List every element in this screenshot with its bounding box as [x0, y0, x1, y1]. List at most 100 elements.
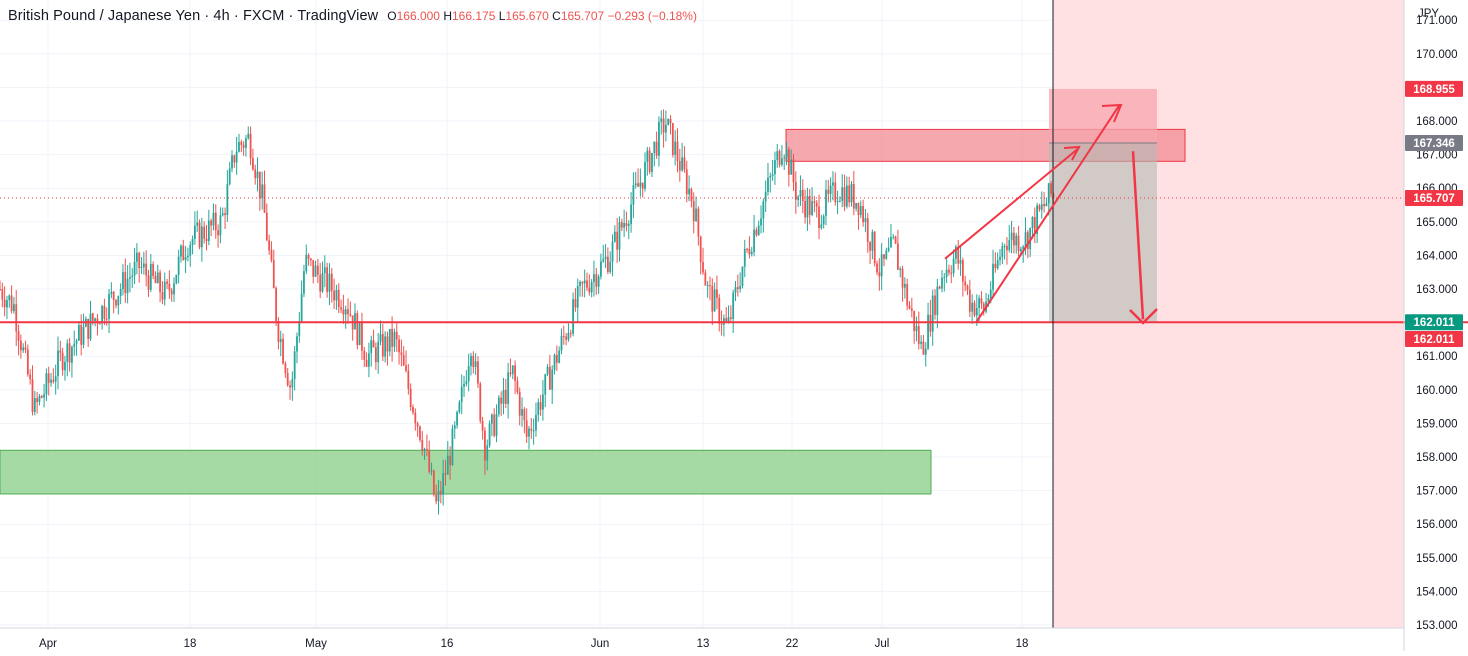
- candle-body: [999, 256, 1001, 260]
- candle-body: [456, 411, 458, 426]
- candle-body: [1008, 240, 1011, 251]
- target-arrow-shaft: [1131, 151, 1145, 320]
- candle-body: [778, 151, 781, 165]
- candle-body: [641, 182, 644, 189]
- price-badge-label: 167.346: [1413, 138, 1455, 150]
- candle-body: [54, 376, 57, 382]
- candle-body: [180, 245, 182, 257]
- candle-body: [664, 124, 667, 133]
- candle-body: [678, 161, 681, 171]
- candle-body: [667, 118, 670, 125]
- candle-body: [154, 275, 157, 284]
- candle-body: [794, 182, 797, 200]
- candle-body: [240, 141, 243, 145]
- candle-body: [358, 321, 361, 345]
- candle-body: [602, 259, 605, 262]
- candle-body: [757, 225, 760, 236]
- candle-body: [381, 334, 384, 357]
- candle-body: [490, 414, 493, 424]
- candle-body: [593, 274, 595, 282]
- candle-body: [377, 341, 380, 363]
- candle-body: [862, 206, 865, 223]
- price-tick-label: 158.000: [1416, 452, 1458, 464]
- candle-body: [1045, 203, 1048, 207]
- candle-body: [695, 208, 697, 222]
- candle-body: [261, 184, 264, 199]
- time-tick-label: 18: [184, 638, 197, 650]
- candle-body: [156, 272, 159, 284]
- candle-body: [806, 196, 809, 218]
- candle-body: [820, 224, 823, 229]
- price-tick-label: 171.000: [1416, 15, 1458, 27]
- candle-body: [224, 213, 226, 216]
- candle-body: [818, 206, 820, 229]
- candle-body: [416, 423, 419, 427]
- candle-body: [509, 372, 512, 375]
- candle-body: [391, 328, 394, 347]
- candle-body: [316, 265, 319, 275]
- candle-body: [71, 346, 73, 363]
- candle-body: [776, 151, 779, 161]
- candle-body: [333, 290, 336, 301]
- candle-body: [263, 184, 266, 213]
- candle-body: [750, 251, 753, 255]
- drawings: [0, 0, 1468, 628]
- candle-body: [586, 280, 588, 288]
- candle-body: [910, 308, 913, 311]
- candle-body: [514, 365, 516, 381]
- chart-legend: British Pound / Japanese Yen · 4h · FXCM…: [8, 8, 697, 24]
- candle-body: [753, 229, 755, 252]
- candle-body: [1038, 205, 1041, 210]
- candle-body: [45, 373, 48, 395]
- price-tick-label: 163.000: [1416, 284, 1458, 296]
- candle-body: [827, 189, 830, 194]
- candle-body: [743, 248, 746, 267]
- candle-body: [992, 263, 994, 290]
- candle-body: [883, 254, 885, 259]
- price-tick-label: 161.000: [1416, 351, 1458, 363]
- candle-body: [282, 338, 284, 364]
- candle-body: [516, 380, 519, 392]
- candle-body: [720, 323, 723, 325]
- candle-body: [187, 255, 189, 258]
- candle-body: [365, 359, 368, 367]
- candle-body: [419, 426, 421, 440]
- candle-body: [532, 430, 535, 432]
- candle-body: [736, 287, 739, 290]
- candle-body: [400, 352, 403, 356]
- candle-body: [52, 379, 55, 382]
- close-value: 165.707: [560, 9, 605, 23]
- candle-body: [894, 236, 897, 244]
- candle-body: [572, 299, 574, 334]
- wedge-upper-line: [944, 147, 1080, 260]
- candle-body: [702, 262, 704, 273]
- candle-body: [22, 347, 25, 351]
- candle-body: [952, 258, 955, 274]
- candle-body: [59, 350, 62, 353]
- candle-body: [618, 222, 621, 250]
- time-tick-label: 18: [1016, 638, 1029, 650]
- candle-body: [848, 185, 851, 203]
- candle-body: [869, 241, 871, 251]
- candle-body: [1017, 235, 1020, 252]
- candle-body: [855, 202, 858, 209]
- candle-body: [414, 412, 417, 424]
- candle-body: [834, 182, 837, 202]
- candle-body: [539, 402, 542, 410]
- candle-body: [421, 439, 424, 451]
- candle-body: [588, 287, 591, 293]
- candle-body: [852, 184, 855, 209]
- candle-body: [850, 184, 853, 203]
- candle-body: [1010, 232, 1013, 241]
- candle-body: [147, 275, 150, 290]
- candle-body: [1047, 183, 1050, 204]
- candle-body: [897, 243, 899, 270]
- candle-body: [196, 222, 199, 226]
- price-badge-label: 168.955: [1413, 84, 1455, 96]
- open-key: O: [387, 9, 397, 23]
- candle-body: [451, 428, 454, 465]
- candle-body: [646, 150, 649, 162]
- candle-body: [1022, 246, 1025, 249]
